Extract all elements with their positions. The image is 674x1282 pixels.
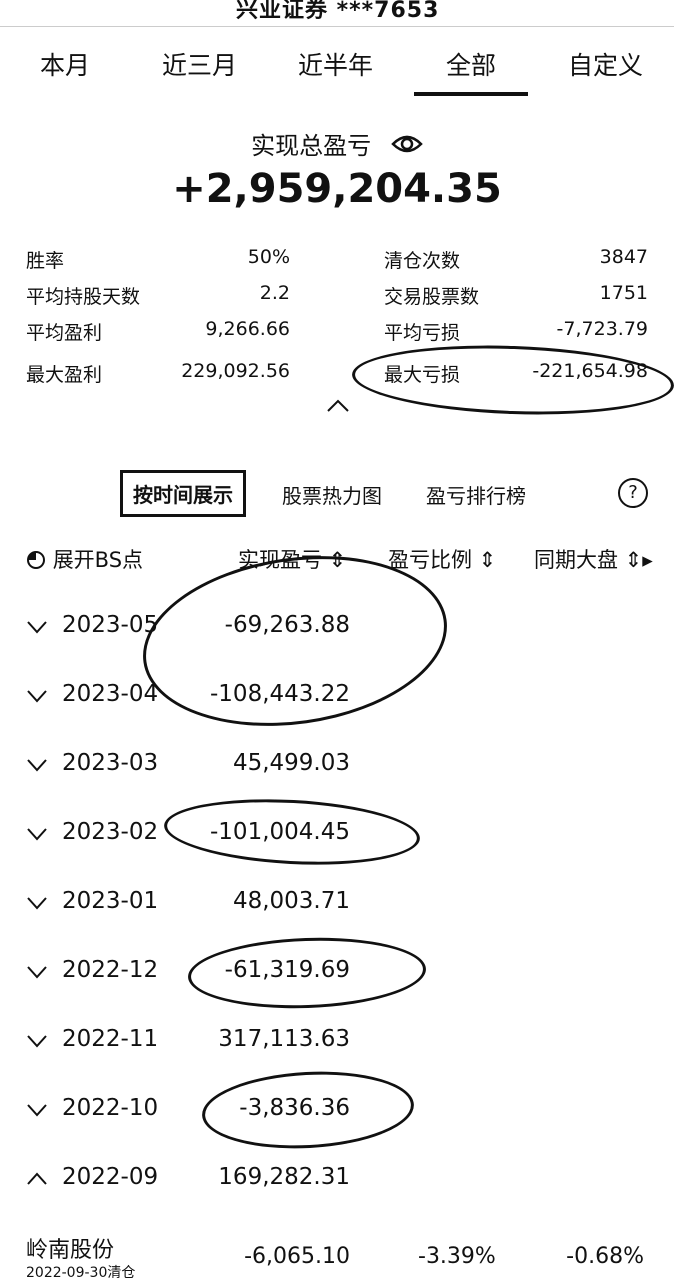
chevron-down-icon (26, 614, 48, 640)
sort-pnl[interactable]: 实现盈亏 ⇕ (238, 548, 347, 572)
list-item[interactable]: 2023-01 48,003.71 (0, 884, 674, 924)
chevron-down-icon (26, 683, 48, 709)
list-item[interactable]: 2022-11 317,113.63 (0, 1022, 674, 1062)
help-icon[interactable]: ? (618, 478, 648, 508)
summary-header: 实现总盈亏 (0, 126, 674, 161)
list-item[interactable]: 2023-02 -101,004.45 (0, 815, 674, 855)
account-bar: 兴业证券 ***7653 (0, 0, 674, 27)
total-pnl: +2,959,204.35 (172, 166, 502, 212)
list-item[interactable]: 2023-03 45,499.03 (0, 746, 674, 786)
stat-avg-loss: 平均亏损 -7,723.79 (384, 318, 648, 344)
list-item[interactable]: 2022-10 -3,836.36 (0, 1091, 674, 1131)
list-item[interactable]: 2023-04 -108,443.22 (0, 677, 674, 717)
tab-three-months[interactable]: 近三月 (162, 51, 238, 80)
chevron-down-icon (26, 890, 48, 916)
stock-row[interactable]: 岭南股份 2022-09-30清仓 -6,065.10 -3.39% -0.68… (0, 1232, 674, 1281)
chevron-down-icon (26, 752, 48, 778)
chevron-down-icon (26, 959, 48, 985)
chevron-down-icon (26, 1097, 48, 1123)
stat-avg-profit: 平均盈利 9,266.66 (26, 318, 290, 344)
list-item[interactable]: 2022-12 -61,319.69 (0, 953, 674, 993)
sort-ratio[interactable]: 盈亏比例 ⇕ (388, 548, 497, 572)
account-label: 兴业证券 ***7653 (236, 0, 440, 23)
chevron-down-icon (26, 1028, 48, 1054)
eye-icon[interactable] (391, 133, 423, 161)
chevron-up-icon (26, 1166, 48, 1192)
table-header: 展开BS点 实现盈亏 ⇕ 盈亏比例 ⇕ 同期大盘 ⇕▸ (0, 544, 674, 574)
tab-custom[interactable]: 自定义 (568, 51, 644, 80)
tab-ranking[interactable]: 盈亏排行榜 (426, 484, 526, 508)
sort-market[interactable]: 同期大盘 ⇕▸ (534, 548, 653, 572)
stock-pnl: -6,065.10 (244, 1244, 350, 1269)
stat-close-count: 清仓次数 3847 (384, 246, 648, 272)
collapse-chevron-icon[interactable] (326, 398, 350, 417)
stock-close-date: 2022-09-30清仓 (26, 1265, 136, 1281)
tab-this-month[interactable]: 本月 (40, 51, 91, 80)
tab-half-year[interactable]: 近半年 (298, 51, 374, 80)
stock-name: 岭南股份 (26, 1238, 115, 1263)
tab-heatmap[interactable]: 股票热力图 (282, 484, 382, 508)
period-tabs: 本月 近三月 近半年 全部 自定义 (0, 36, 674, 96)
list-item[interactable]: 2022-09 169,282.31 (0, 1160, 674, 1200)
pie-toggle-icon (27, 551, 45, 569)
tab-all[interactable]: 全部 (413, 46, 529, 96)
list-item[interactable]: 2023-05 -69,263.88 (0, 608, 674, 648)
view-tabs: 按时间展示 股票热力图 盈亏排行榜 (0, 470, 674, 517)
stat-max-profit: 最大盈利 229,092.56 (26, 360, 290, 386)
stock-market: -0.68% (566, 1244, 644, 1269)
stock-ratio: -3.39% (418, 1244, 496, 1269)
chevron-down-icon (26, 821, 48, 847)
stat-avg-hold-days: 平均持股天数 2.2 (26, 282, 290, 308)
stat-win-rate: 胜率 50% (26, 246, 290, 272)
stat-max-loss: 最大亏损 -221,654.98 (384, 360, 648, 386)
summary-title: 实现总盈亏 (251, 132, 372, 160)
expand-bs-toggle[interactable]: 展开BS点 (26, 544, 143, 574)
stat-stocks-traded: 交易股票数 1751 (384, 282, 648, 308)
tab-by-time[interactable]: 按时间展示 (120, 470, 246, 517)
